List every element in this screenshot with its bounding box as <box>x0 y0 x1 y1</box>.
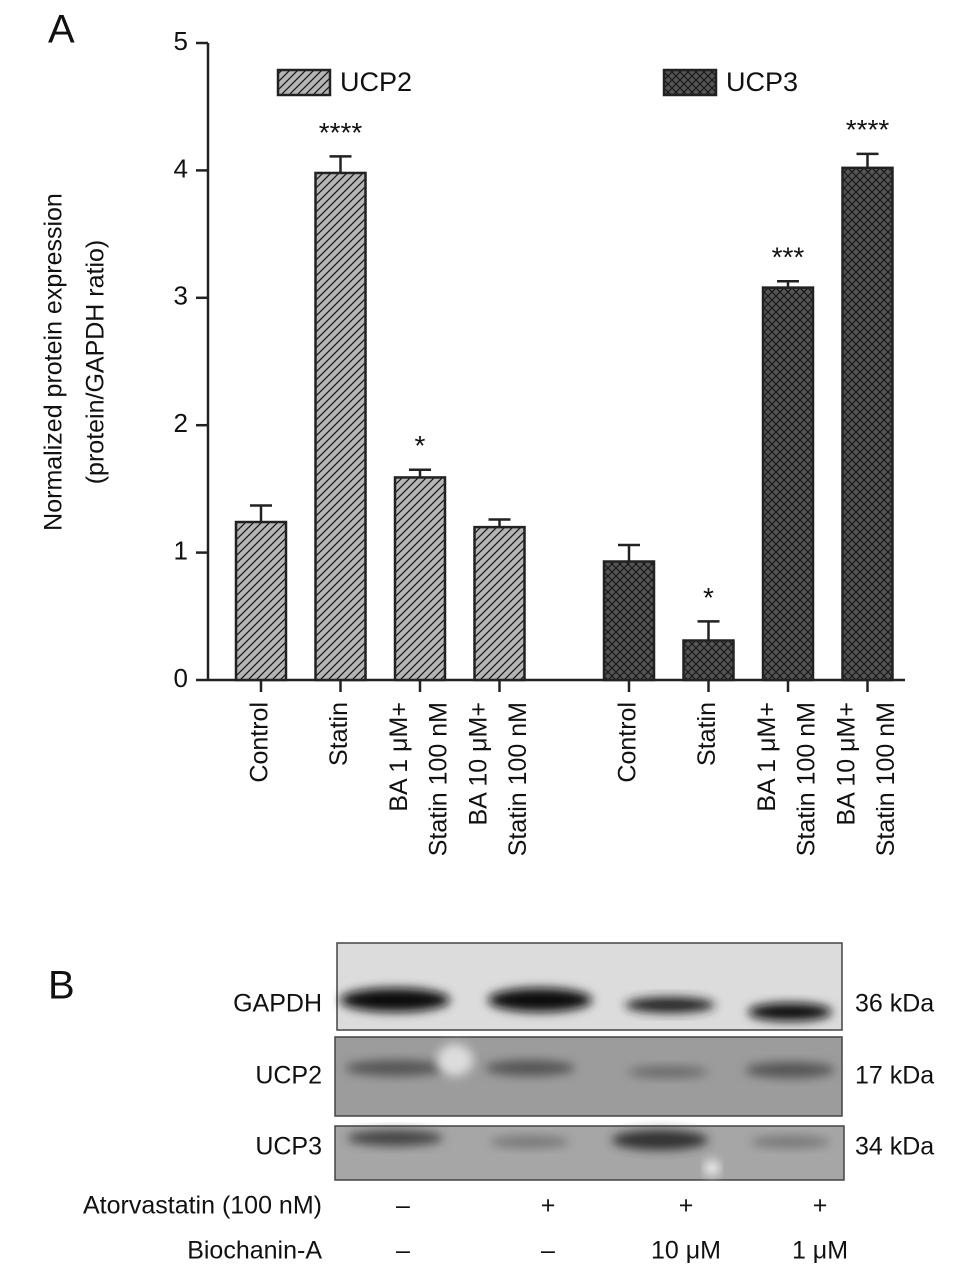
bar <box>841 166 894 682</box>
significance-label: * <box>703 582 714 613</box>
y-axis-label: Normalized protein expression <box>40 193 68 531</box>
legend-label: UCP3 <box>726 67 798 97</box>
treatment-value: – <box>396 1237 410 1265</box>
blot-row-label: UCP3 <box>255 1133 322 1161</box>
x-tick-label: BA 10 μM+ <box>464 702 492 826</box>
significance-label: * <box>415 430 426 461</box>
blot-row-label: GAPDH <box>233 990 322 1018</box>
significance-label: **** <box>319 117 363 148</box>
x-tick-label: Statin 100 nM <box>504 702 532 856</box>
bar <box>473 525 526 682</box>
legend-swatch <box>662 68 718 97</box>
treatment-value: – <box>396 1192 410 1220</box>
significance-label: **** <box>846 114 890 145</box>
y-axis-label: (protein/GAPDH ratio) <box>82 240 110 485</box>
blot-size-label: 34 kDa <box>855 1133 934 1161</box>
bar <box>314 171 367 682</box>
panel-label: A <box>48 8 75 52</box>
panel-label: B <box>48 964 75 1008</box>
treatment-label: Atorvastatin (100 nM) <box>83 1192 322 1220</box>
y-tick-label: 5 <box>174 26 188 56</box>
treatment-value: + <box>679 1192 694 1220</box>
treatment-value: + <box>541 1192 556 1220</box>
x-tick-label: Control <box>246 702 274 783</box>
bar <box>393 476 447 682</box>
treatment-label: Biochanin-A <box>187 1237 322 1265</box>
x-tick-label: Control <box>614 702 642 783</box>
treatment-value: 10 μM <box>651 1237 721 1265</box>
blot-row-label: UCP2 <box>255 1062 322 1090</box>
x-tick-label: Statin 100 nM <box>872 702 900 856</box>
y-tick-label: 4 <box>174 153 188 183</box>
x-tick-label: Statin 100 nM <box>424 702 452 856</box>
blot-size-label: 17 kDa <box>855 1062 934 1090</box>
significance-label: *** <box>772 242 805 273</box>
bar <box>761 286 815 682</box>
bar <box>602 560 656 682</box>
x-tick-label: BA 1 μM+ <box>385 702 413 812</box>
treatment-value: + <box>813 1192 828 1220</box>
x-tick-label: Statin <box>693 702 721 766</box>
y-tick-label: 2 <box>174 408 188 438</box>
y-tick-label: 0 <box>174 663 188 693</box>
blot-images <box>334 942 845 1181</box>
y-tick-label: 1 <box>174 535 188 565</box>
y-tick-label: 3 <box>174 281 188 311</box>
x-tick-label: Statin <box>325 702 353 766</box>
bar <box>234 520 288 682</box>
legend-label: UCP2 <box>340 67 412 97</box>
x-tick-label: BA 10 μM+ <box>832 702 860 826</box>
x-tick-label: BA 1 μM+ <box>753 702 781 812</box>
treatment-value: 1 μM <box>792 1237 848 1265</box>
legend-swatch <box>276 68 332 97</box>
x-tick-label: Statin 100 nM <box>792 702 820 856</box>
bar <box>682 639 735 682</box>
treatment-value: – <box>541 1237 555 1265</box>
blot-size-label: 36 kDa <box>855 990 934 1018</box>
